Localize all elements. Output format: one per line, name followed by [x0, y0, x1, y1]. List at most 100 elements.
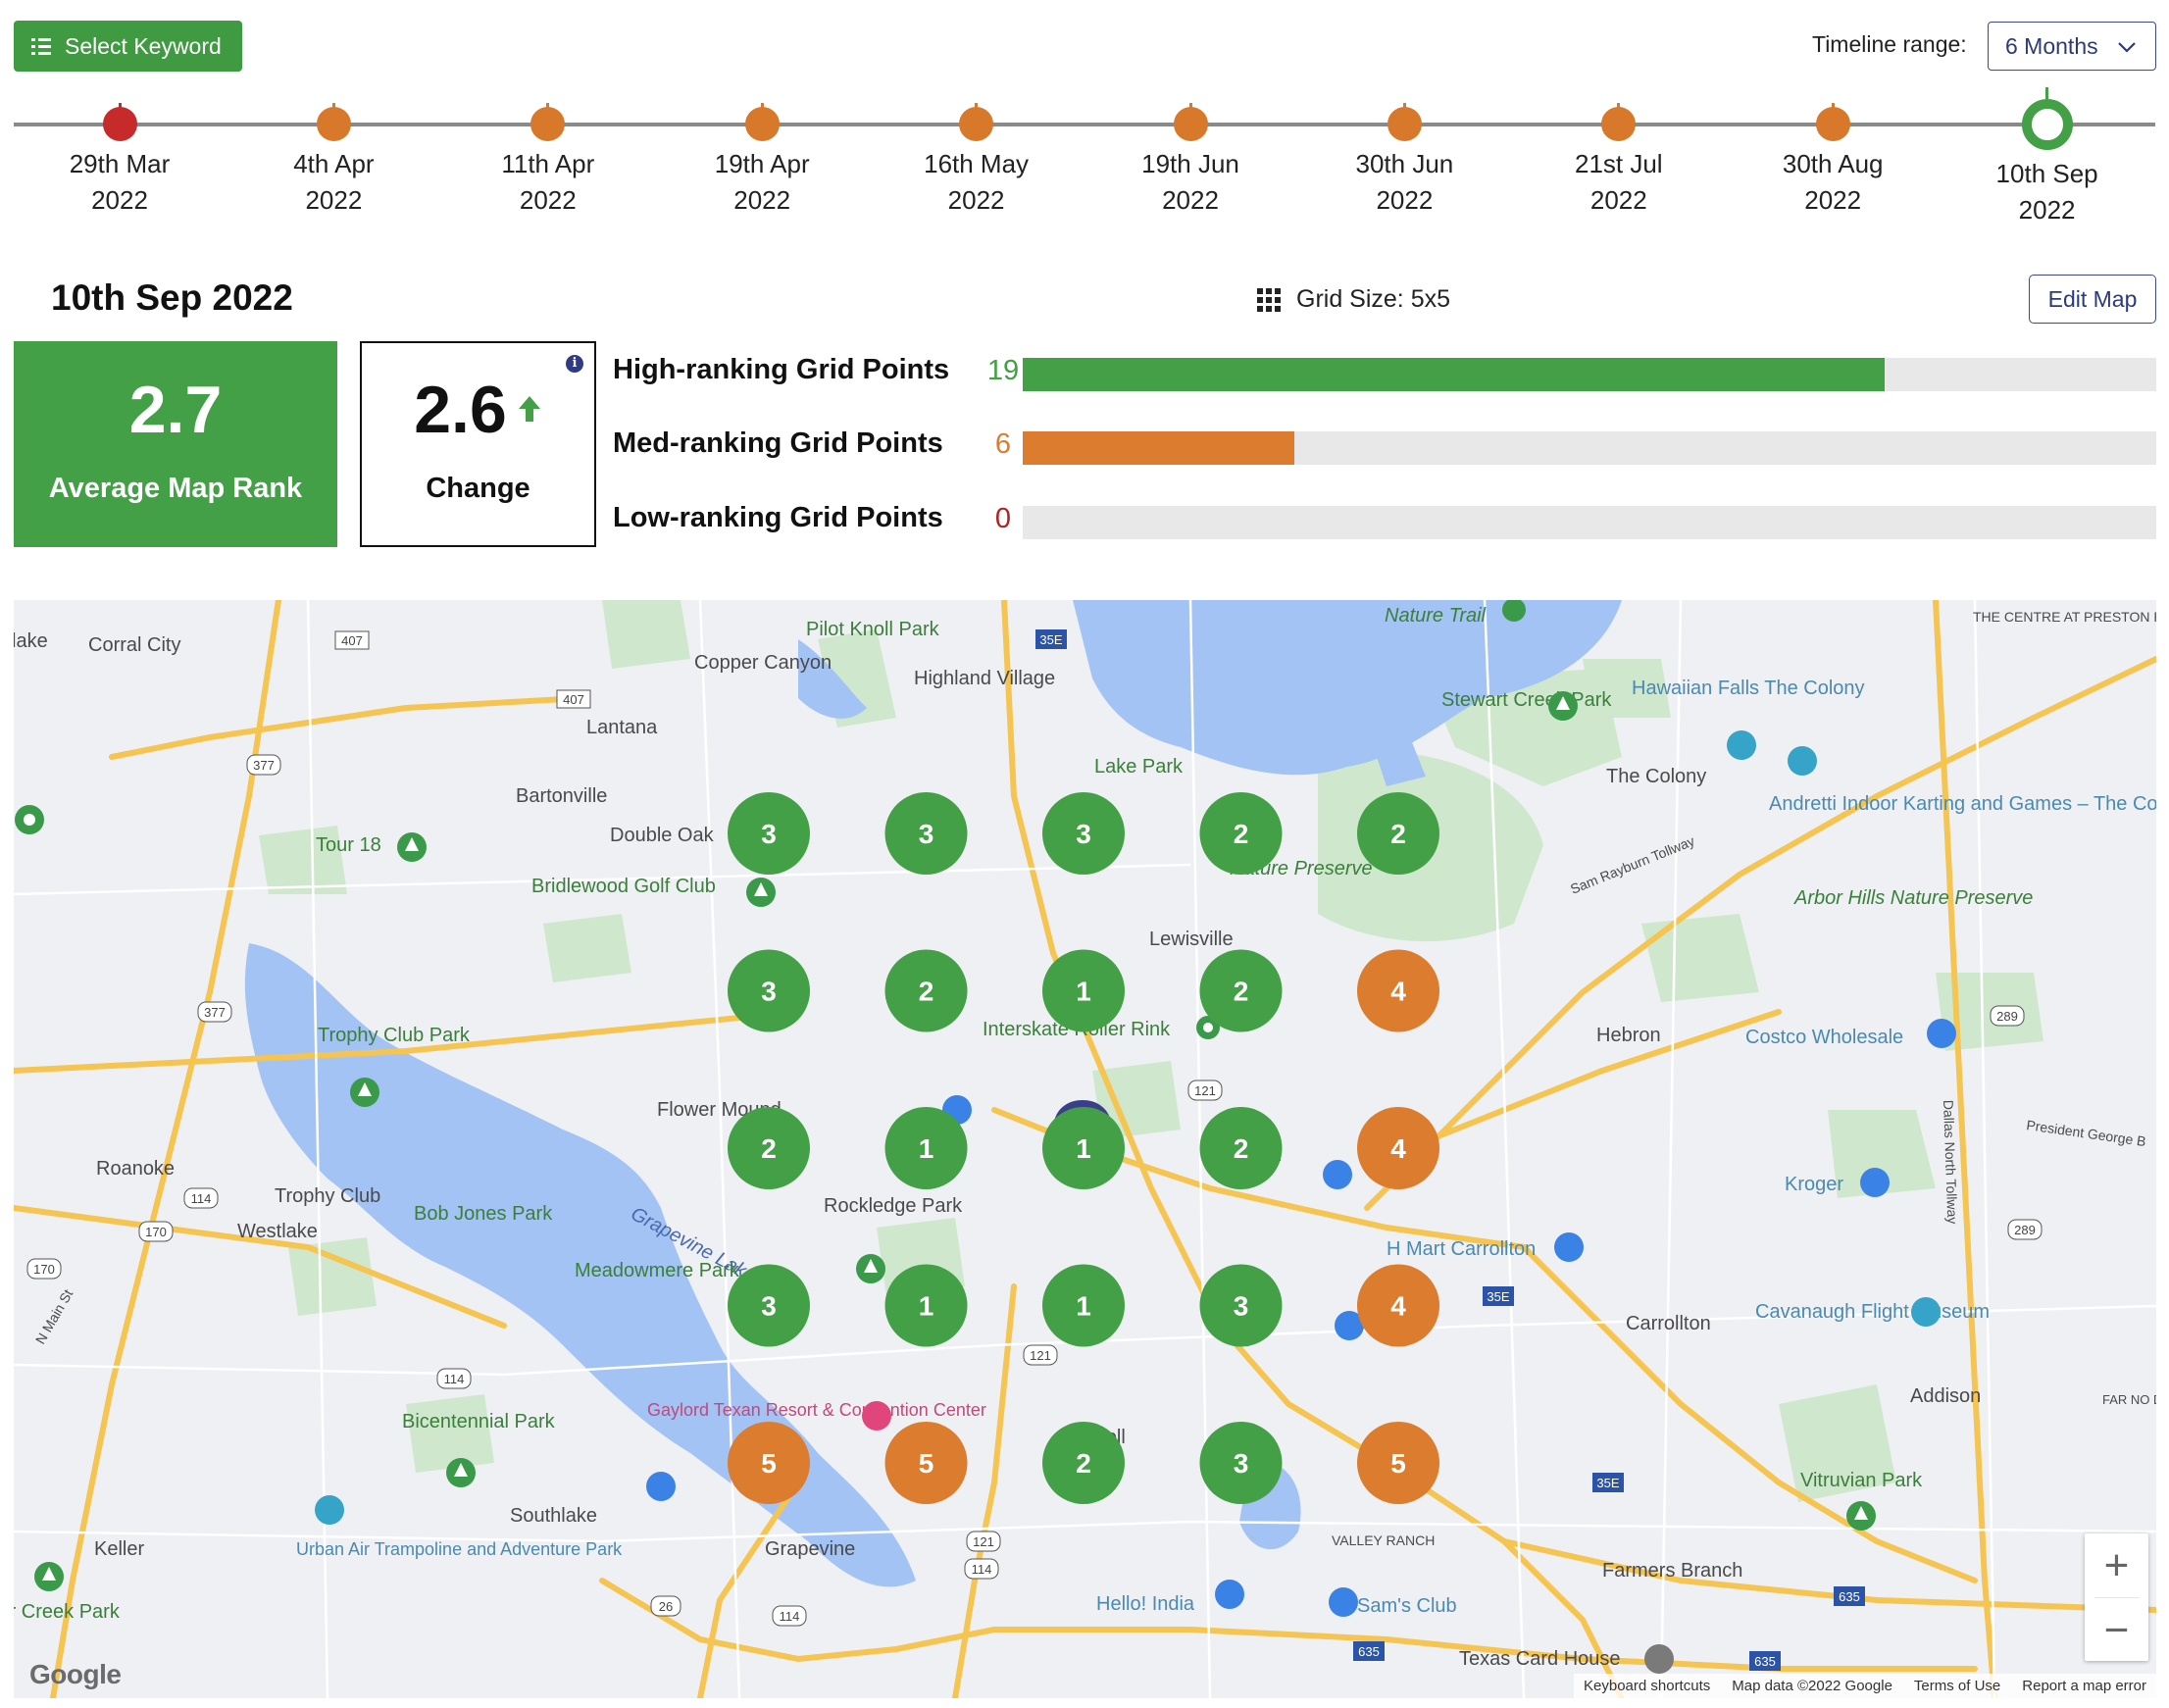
rank-marker[interactable]: 3 [1199, 1264, 1283, 1347]
timeline-date-day: 10th Sep [1995, 159, 2098, 188]
timeline-dot[interactable] [744, 103, 780, 141]
rank-marker[interactable]: 3 [1042, 792, 1125, 875]
timeline-dot[interactable] [2021, 87, 2073, 150]
rank-marker[interactable]: 2 [1199, 1107, 1283, 1189]
timeline-item[interactable]: 4th Apr 2022 [260, 88, 407, 219]
rank-marker[interactable]: 5 [1357, 1422, 1439, 1504]
timeline-item[interactable]: 30th Aug 2022 [1759, 88, 1906, 219]
timeline-range-select[interactable]: 6 Months [1988, 22, 2156, 71]
route-shield: 35E [1035, 629, 1067, 649]
rank-marker[interactable]: 1 [884, 1264, 968, 1347]
timeline-item[interactable]: 16th May 2022 [903, 88, 1050, 219]
rank-marker[interactable]: 3 [728, 1264, 810, 1347]
svg-text:35E: 35E [1596, 1476, 1619, 1490]
rank-marker[interactable]: 2 [884, 949, 968, 1032]
rank-marker[interactable]: 3 [1199, 1422, 1283, 1504]
rank-marker[interactable]: 3 [884, 792, 968, 875]
rank-marker[interactable]: 2 [1199, 792, 1283, 875]
map-place-label: Bridlewood Golf Club [531, 876, 716, 897]
rank-marker[interactable]: 1 [1042, 1107, 1125, 1189]
rank-marker-circle [1042, 792, 1125, 875]
rank-marker-circle [728, 792, 810, 875]
info-icon[interactable]: i [566, 355, 583, 373]
rank-marker[interactable]: 1 [884, 1107, 968, 1189]
route-shield: 289 [1990, 1005, 2025, 1027]
rank-marker-circle [728, 1107, 810, 1189]
rank-marker[interactable]: 5 [884, 1422, 968, 1504]
arrow-up-icon [518, 396, 540, 422]
timeline: 29th Mar 2022 4th Apr 2022 11th Apr 2022 19th … [0, 87, 2169, 235]
timeline-item[interactable]: 19th Apr 2022 [688, 88, 835, 219]
map[interactable]: lake Corral City Copper Canyon Pilot Kno… [14, 600, 2156, 1698]
svg-text:114: 114 [972, 1562, 992, 1577]
select-keyword-button[interactable]: Select Keyword [14, 21, 242, 72]
rank-marker[interactable]: 2 [1357, 792, 1439, 875]
timeline-date: 4th Apr 2022 [260, 146, 407, 219]
timeline-item[interactable]: 19th Jun 2022 [1117, 88, 1264, 219]
rank-marker-circle [1357, 1107, 1439, 1189]
select-keyword-label: Select Keyword [65, 32, 222, 59]
rank-marker[interactable]: 4 [1357, 949, 1439, 1032]
timeline-date-year: 2022 [1162, 185, 1219, 215]
map-place-label: Keller [94, 1538, 144, 1560]
zoom-in-button[interactable]: + [2103, 1540, 2130, 1589]
shopping-marker-icon [1329, 1587, 1358, 1617]
timeline-item[interactable]: 30th Jun 2022 [1331, 88, 1478, 219]
map-place-label: Andretti Indoor Karting and Games – The … [1769, 793, 2156, 815]
map-place-label: Vitruvian Park [1800, 1470, 1923, 1491]
rank-bar-label: Low-ranking Grid Points [613, 502, 943, 533]
report-map-error-link[interactable]: Report a map error [2022, 1678, 2146, 1694]
attraction-marker-icon [1911, 1297, 1941, 1327]
rank-marker[interactable]: 1 [1042, 1264, 1125, 1347]
route-shield: 635 [1749, 1651, 1781, 1671]
svg-text:26: 26 [659, 1599, 673, 1614]
chevron-down-icon [2118, 42, 2136, 53]
keyboard-shortcuts-link[interactable]: Keyboard shortcuts [1584, 1678, 1711, 1694]
rank-marker[interactable]: 4 [1357, 1264, 1439, 1347]
timeline-dot[interactable] [1387, 103, 1422, 141]
timeline-dot[interactable] [959, 103, 994, 141]
svg-text:377: 377 [253, 758, 275, 773]
rank-marker[interactable]: 3 [728, 792, 810, 875]
map-place-label: Westlake [237, 1221, 318, 1242]
rank-marker-circle [1357, 792, 1439, 875]
route-shield: 407 [556, 689, 591, 709]
map-place-label: Lantana [586, 717, 658, 738]
svg-text:407: 407 [341, 633, 363, 648]
rank-marker[interactable]: 3 [728, 949, 810, 1032]
map-place-label: Meadowmere Park [575, 1260, 740, 1281]
terms-of-use-link[interactable]: Terms of Use [1913, 1678, 2001, 1694]
map-place-label: Trophy Club Park [318, 1025, 471, 1046]
edit-map-button[interactable]: Edit Map [2029, 275, 2156, 324]
timeline-item[interactable]: 29th Mar 2022 [46, 88, 193, 219]
route-shield: 289 [2007, 1219, 2043, 1240]
timeline-date: 11th Apr 2022 [475, 146, 622, 219]
rank-bar-label: High-ranking Grid Points [613, 354, 950, 385]
rank-marker[interactable]: 4 [1357, 1107, 1439, 1189]
rank-marker-circle [1357, 1264, 1439, 1347]
timeline-date: 30th Jun 2022 [1331, 146, 1478, 219]
timeline-dot[interactable] [1173, 103, 1208, 141]
timeline-date: 29th Mar 2022 [46, 146, 193, 219]
zoom-out-button[interactable]: − [2103, 1605, 2130, 1654]
rank-marker[interactable]: 1 [1042, 949, 1125, 1032]
timeline-dot[interactable] [530, 103, 566, 141]
timeline-item[interactable]: 21st Jul 2022 [1545, 88, 1692, 219]
timeline-item[interactable]: 11th Apr 2022 [475, 88, 622, 219]
hotel-marker-icon [862, 1401, 891, 1431]
grid-size-indicator: Grid Size: 5x5 [1257, 285, 1450, 314]
timeline-dot[interactable] [316, 103, 351, 141]
timeline-dot[interactable] [1815, 103, 1850, 141]
timeline-dot[interactable] [102, 103, 137, 141]
shopping-marker-icon [646, 1472, 676, 1501]
rank-marker[interactable]: 2 [1199, 949, 1283, 1032]
timeline-dot[interactable] [1601, 103, 1637, 141]
rank-marker[interactable]: 2 [1042, 1422, 1125, 1504]
timeline-date-year: 2022 [1589, 185, 1647, 215]
rank-marker[interactable]: 5 [728, 1422, 810, 1504]
rank-marker[interactable]: 2 [728, 1107, 810, 1189]
timeline-item[interactable]: 10th Sep 2022 [1974, 87, 2121, 228]
timeline-date-day: 30th Aug [1782, 149, 1884, 178]
attraction-marker-icon [1788, 746, 1817, 776]
rank-marker-circle [1199, 1264, 1283, 1347]
